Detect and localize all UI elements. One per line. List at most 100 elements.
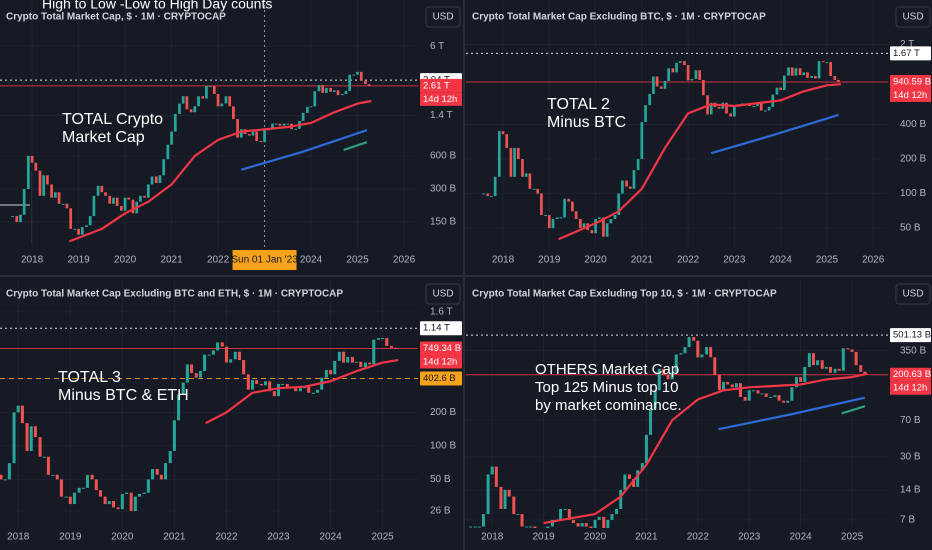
candle — [372, 339, 376, 365]
candle — [803, 366, 807, 382]
candle — [756, 103, 759, 107]
candle — [528, 173, 532, 189]
candle — [764, 393, 768, 397]
candle — [236, 119, 239, 138]
candle — [85, 474, 89, 488]
candle — [481, 514, 485, 527]
candle — [3, 479, 7, 481]
price-label: 402.6 B — [423, 373, 456, 384]
plot-area — [466, 0, 888, 248]
candle — [628, 186, 632, 189]
candle — [859, 365, 863, 372]
candle — [713, 357, 717, 375]
annotation: OTHERS Market Cap — [535, 361, 679, 378]
candle — [576, 523, 580, 527]
candle — [726, 381, 730, 385]
candle — [632, 479, 636, 487]
candle — [580, 523, 584, 527]
candle — [173, 113, 177, 132]
candle — [790, 387, 794, 401]
candle — [316, 389, 320, 393]
moving-average — [68, 99, 372, 243]
candle — [185, 364, 189, 383]
candle — [507, 489, 511, 497]
candle — [679, 353, 683, 355]
candle — [15, 216, 19, 223]
candle — [55, 474, 59, 480]
candle — [787, 67, 790, 76]
candle — [705, 347, 709, 355]
countdown-box — [420, 355, 462, 369]
candle — [151, 468, 155, 480]
candle — [237, 351, 241, 361]
y-tick-label: 400 B — [900, 119, 926, 130]
candle — [540, 193, 543, 215]
candle — [324, 370, 328, 378]
candle — [725, 102, 728, 114]
candle — [250, 380, 254, 390]
candle — [833, 368, 837, 373]
y-tick-label: 14 B — [900, 485, 921, 496]
candle — [798, 68, 802, 76]
x-tick-label: 2019 — [532, 532, 555, 543]
candle — [621, 180, 624, 194]
candle — [501, 131, 505, 135]
candle — [779, 87, 782, 91]
candle — [120, 493, 124, 510]
candle — [802, 72, 806, 76]
candle — [659, 86, 663, 89]
candle — [368, 362, 372, 365]
countdown: 14d 12h — [893, 383, 927, 394]
candle — [168, 450, 172, 464]
price-label-box — [890, 46, 931, 61]
candle — [220, 342, 224, 347]
x-tick-label: 2026 — [393, 255, 416, 266]
candle — [760, 393, 764, 395]
y-tick-label: 50 B — [900, 223, 921, 234]
candle — [807, 353, 811, 367]
candle — [81, 487, 85, 489]
candle — [795, 377, 799, 388]
candle — [201, 96, 205, 99]
moving-average — [841, 405, 866, 415]
candle — [738, 383, 742, 397]
candle — [77, 487, 81, 493]
candle — [272, 391, 276, 397]
candle — [769, 396, 773, 398]
candle — [663, 80, 667, 89]
candle — [850, 349, 854, 352]
x-tick-label: 2023 — [267, 532, 290, 543]
currency-box — [895, 283, 931, 305]
candle — [820, 360, 824, 369]
x-tick-label: 2019 — [67, 255, 90, 266]
candle — [294, 128, 298, 130]
candle — [674, 354, 678, 373]
candle — [516, 514, 520, 516]
candle — [61, 203, 65, 205]
candle — [59, 479, 63, 497]
y-tick-label: 1.4 T — [430, 110, 453, 121]
candle — [619, 489, 623, 509]
candle — [709, 102, 713, 115]
candle — [482, 193, 485, 195]
x-tick-label: 2024 — [319, 532, 342, 543]
candle — [298, 388, 302, 392]
candle — [777, 395, 781, 401]
candle — [828, 366, 832, 373]
candle — [359, 71, 363, 81]
moving-average — [205, 359, 399, 425]
candle — [16, 405, 20, 413]
candle — [783, 75, 786, 91]
price-label-box — [890, 367, 931, 382]
candle — [773, 395, 777, 397]
x-tick-label: 2023 — [738, 532, 761, 543]
candle — [333, 360, 337, 375]
candle — [497, 131, 501, 177]
candle — [337, 351, 341, 361]
candle — [177, 394, 181, 421]
candle — [307, 386, 311, 393]
x-tick-label: 2022 — [687, 532, 710, 543]
currency-box — [425, 283, 461, 305]
candle — [490, 466, 494, 475]
candle — [833, 76, 837, 80]
